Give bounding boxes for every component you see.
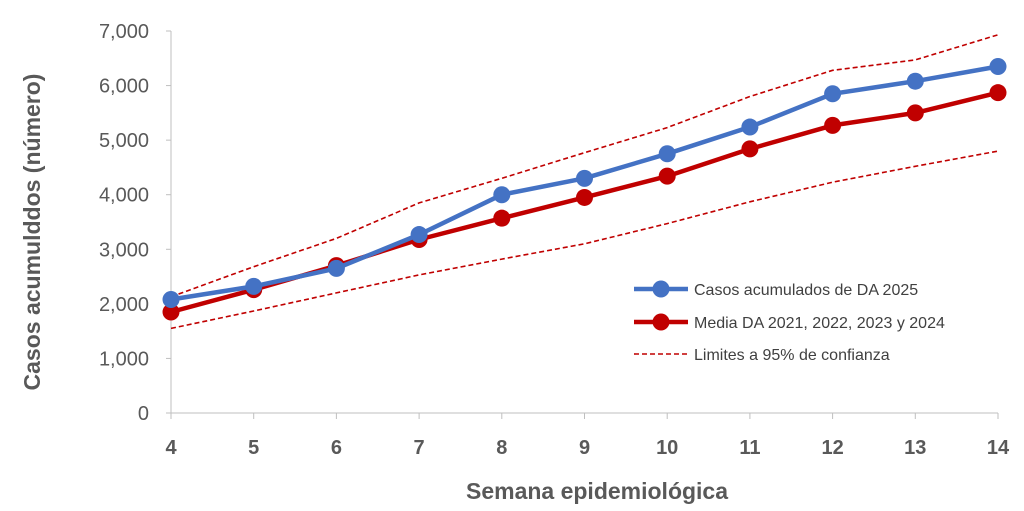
x-tick-label: 7 xyxy=(414,437,425,459)
data-point xyxy=(906,104,924,122)
x-tick-label: 13 xyxy=(904,437,926,459)
y-tick-label: 0 xyxy=(138,403,149,425)
data-point xyxy=(989,84,1007,102)
data-point xyxy=(245,277,263,295)
legend-label: Media DA 2021, 2022, 2023 y 2024 xyxy=(694,315,945,332)
x-tick-label: 5 xyxy=(248,437,259,459)
data-point xyxy=(824,85,842,103)
data-point xyxy=(576,169,593,187)
x-tick-label: 6 xyxy=(331,437,342,459)
legend-item: Media DA 2021, 2022, 2023 y 2024 xyxy=(634,313,945,332)
data-point xyxy=(327,259,345,277)
legend-label: Limites a 95% de confianza xyxy=(694,347,890,364)
series-3 xyxy=(170,150,999,330)
data-point xyxy=(493,209,511,227)
y-tick-label: 5,000 xyxy=(99,130,149,152)
x-axis-title: Semana epidemiológica xyxy=(466,478,728,504)
series-2 xyxy=(170,34,999,298)
data-point xyxy=(989,57,1007,75)
data-point xyxy=(493,186,511,204)
y-axis-title: Casos acumulddos (número) xyxy=(19,74,45,391)
y-tick-label: 6,000 xyxy=(99,76,149,98)
x-tick-label: 11 xyxy=(739,437,760,459)
data-point xyxy=(658,145,676,163)
data-point xyxy=(906,72,924,90)
y-tick-label: 3,000 xyxy=(99,239,149,261)
legend-item: Limites a 95% de confianza xyxy=(634,347,890,364)
data-point xyxy=(162,303,180,321)
x-tick-label: 4 xyxy=(165,437,177,459)
axes: 0 1,000 2,000 3,000 4,000 5,000 6,000 7,000 4 5 6 7… xyxy=(99,21,1010,459)
x-tick-label: 12 xyxy=(821,437,843,459)
series-0 xyxy=(162,57,1007,308)
legend-marker xyxy=(652,280,670,298)
y-tick-label: 1,000 xyxy=(99,348,149,370)
data-point xyxy=(410,226,428,244)
series xyxy=(162,34,1007,330)
legend-marker xyxy=(652,313,670,331)
data-point xyxy=(576,188,593,206)
legend: Casos acumulados de DA 2025 Media DA 2021… xyxy=(634,280,945,364)
y-tick-label: 4,000 xyxy=(99,185,149,207)
x-tick-label: 8 xyxy=(496,437,507,459)
data-point xyxy=(658,167,676,185)
y-tick-label: 7,000 xyxy=(99,21,149,43)
data-point xyxy=(824,116,842,134)
data-point xyxy=(741,118,759,136)
data-point xyxy=(741,140,759,158)
x-tick-label: 14 xyxy=(987,437,1010,459)
x-tick-label: 10 xyxy=(656,437,678,459)
lower-confidence-line xyxy=(170,150,999,330)
legend-item: Casos acumulados de DA 2025 xyxy=(634,280,918,299)
data-point xyxy=(162,290,180,308)
x-tick-label: 9 xyxy=(579,437,590,459)
y-tick-label: 2,000 xyxy=(99,294,149,316)
legend-label: Casos acumulados de DA 2025 xyxy=(694,282,918,299)
upper-confidence-line xyxy=(170,34,999,298)
